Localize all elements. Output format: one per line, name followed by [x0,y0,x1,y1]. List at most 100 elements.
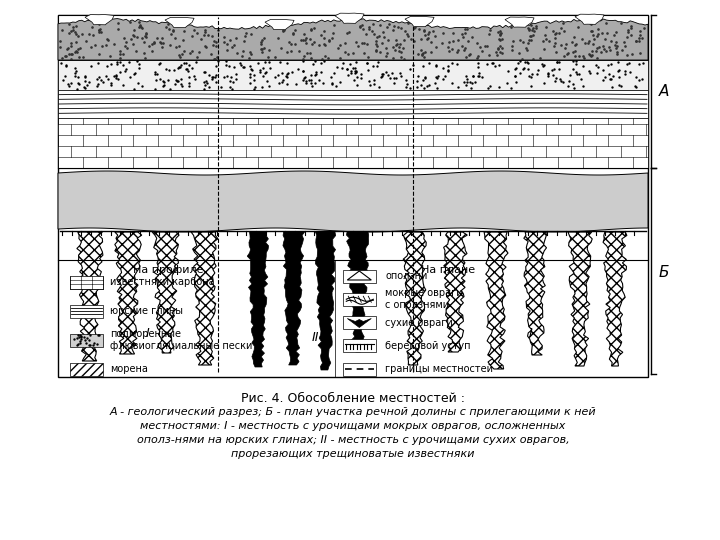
Point [156,38,167,47]
Point [173,64,184,72]
Point [359,49,370,58]
Point [184,49,196,57]
Point [220,61,232,70]
Point [472,59,484,68]
Point [460,52,472,61]
Point [634,31,646,39]
Point [200,77,212,85]
Point [133,64,145,72]
Point [297,76,309,84]
Point [211,52,222,61]
Point [447,28,459,37]
Point [539,30,551,39]
Point [69,72,81,80]
Point [587,26,598,35]
Point [377,28,389,37]
Point [370,36,382,45]
Point [174,42,185,51]
Point [108,72,120,80]
Point [165,30,176,38]
Point [417,49,428,58]
Point [177,36,189,44]
Point [182,66,194,75]
Point [257,64,269,72]
Text: мокрые овраги
с оползнями: мокрые овраги с оползнями [385,288,463,310]
Point [318,34,330,43]
Point [81,36,92,45]
Polygon shape [347,271,372,280]
Point [351,66,362,75]
Point [591,54,603,63]
Point [68,335,80,343]
Point [341,64,353,73]
Point [136,24,148,32]
Point [334,53,346,62]
Point [431,73,443,82]
Point [413,24,424,33]
Point [346,67,357,76]
Point [174,63,186,71]
Point [120,42,131,51]
Point [418,26,430,35]
Point [398,36,410,45]
Point [494,42,505,50]
Point [224,35,235,44]
Point [356,21,367,30]
Point [619,66,631,75]
Text: границы местностей: границы местностей [385,364,493,374]
Point [531,24,542,32]
Point [415,45,427,54]
Point [209,73,220,82]
Polygon shape [444,232,467,352]
Point [459,46,470,55]
Point [104,51,116,60]
Point [460,72,472,80]
Point [602,60,613,69]
Point [237,62,248,71]
Point [95,28,107,37]
Point [503,66,514,75]
Point [537,36,549,45]
Point [207,73,219,82]
Bar [70,334,103,347]
Text: I: I [528,327,532,340]
Point [248,85,260,93]
Point [325,72,336,81]
Point [608,31,619,39]
Point [297,57,309,66]
Point [411,77,423,85]
Point [407,60,418,69]
Point [310,71,321,79]
Point [88,31,99,39]
Point [150,70,162,78]
Point [402,31,413,40]
Point [549,77,561,85]
Point [588,35,600,43]
Point [423,81,435,90]
Point [346,69,357,77]
Point [246,30,257,38]
Point [527,31,539,39]
Point [372,32,383,41]
Point [577,62,589,70]
Point [317,55,328,63]
Point [245,72,256,81]
Point [622,28,634,36]
Point [218,32,230,41]
Point [62,45,73,53]
Point [190,58,202,66]
Point [315,31,327,39]
Point [514,36,526,44]
Point [350,68,361,77]
Point [222,62,234,70]
Polygon shape [315,232,336,370]
Point [463,51,474,59]
Point [612,58,624,66]
Point [418,52,430,61]
Point [636,33,648,42]
Point [351,38,362,47]
Point [494,35,505,44]
Point [363,25,374,33]
Point [419,30,431,39]
Point [176,49,188,58]
